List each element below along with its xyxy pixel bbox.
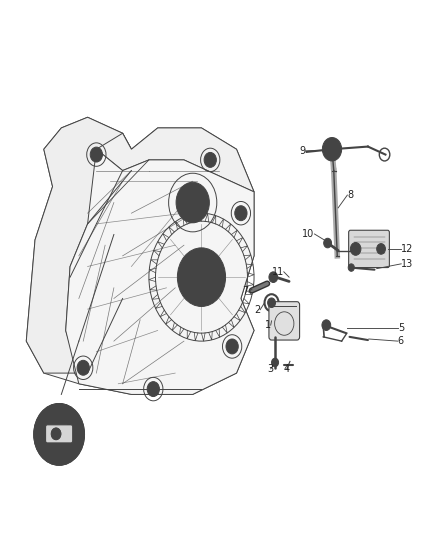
Circle shape (77, 360, 89, 375)
Circle shape (193, 266, 210, 288)
Polygon shape (96, 128, 254, 192)
Circle shape (348, 264, 354, 271)
Text: 1: 1 (265, 320, 271, 330)
Text: 3: 3 (268, 364, 274, 374)
Circle shape (226, 339, 238, 354)
Text: 12: 12 (401, 244, 413, 254)
Text: 8: 8 (347, 190, 353, 200)
Text: 6: 6 (398, 336, 404, 346)
Text: 4: 4 (284, 364, 290, 374)
Circle shape (268, 298, 276, 308)
Circle shape (322, 138, 342, 161)
FancyBboxPatch shape (269, 302, 300, 340)
Circle shape (177, 248, 226, 306)
Circle shape (324, 238, 332, 248)
Circle shape (235, 206, 247, 221)
Polygon shape (26, 117, 131, 373)
Circle shape (204, 152, 216, 167)
Circle shape (322, 320, 331, 330)
Polygon shape (66, 149, 254, 394)
FancyBboxPatch shape (46, 425, 73, 443)
Text: 5: 5 (398, 324, 404, 333)
Text: 10: 10 (302, 229, 314, 239)
Circle shape (350, 243, 361, 255)
Circle shape (272, 358, 279, 367)
Circle shape (269, 272, 278, 282)
Circle shape (90, 147, 102, 162)
Circle shape (34, 403, 85, 465)
Text: 2: 2 (254, 305, 260, 314)
Text: 9: 9 (300, 146, 306, 156)
Circle shape (176, 182, 209, 223)
Circle shape (183, 191, 202, 214)
Text: 11: 11 (272, 267, 284, 277)
Circle shape (51, 428, 61, 440)
Text: 13: 13 (401, 259, 413, 269)
Circle shape (377, 244, 385, 254)
Circle shape (327, 143, 337, 156)
Text: 14: 14 (66, 418, 77, 426)
Polygon shape (26, 117, 254, 394)
Circle shape (147, 382, 159, 397)
Text: 7: 7 (243, 286, 249, 296)
Circle shape (185, 257, 218, 297)
FancyBboxPatch shape (349, 230, 389, 268)
